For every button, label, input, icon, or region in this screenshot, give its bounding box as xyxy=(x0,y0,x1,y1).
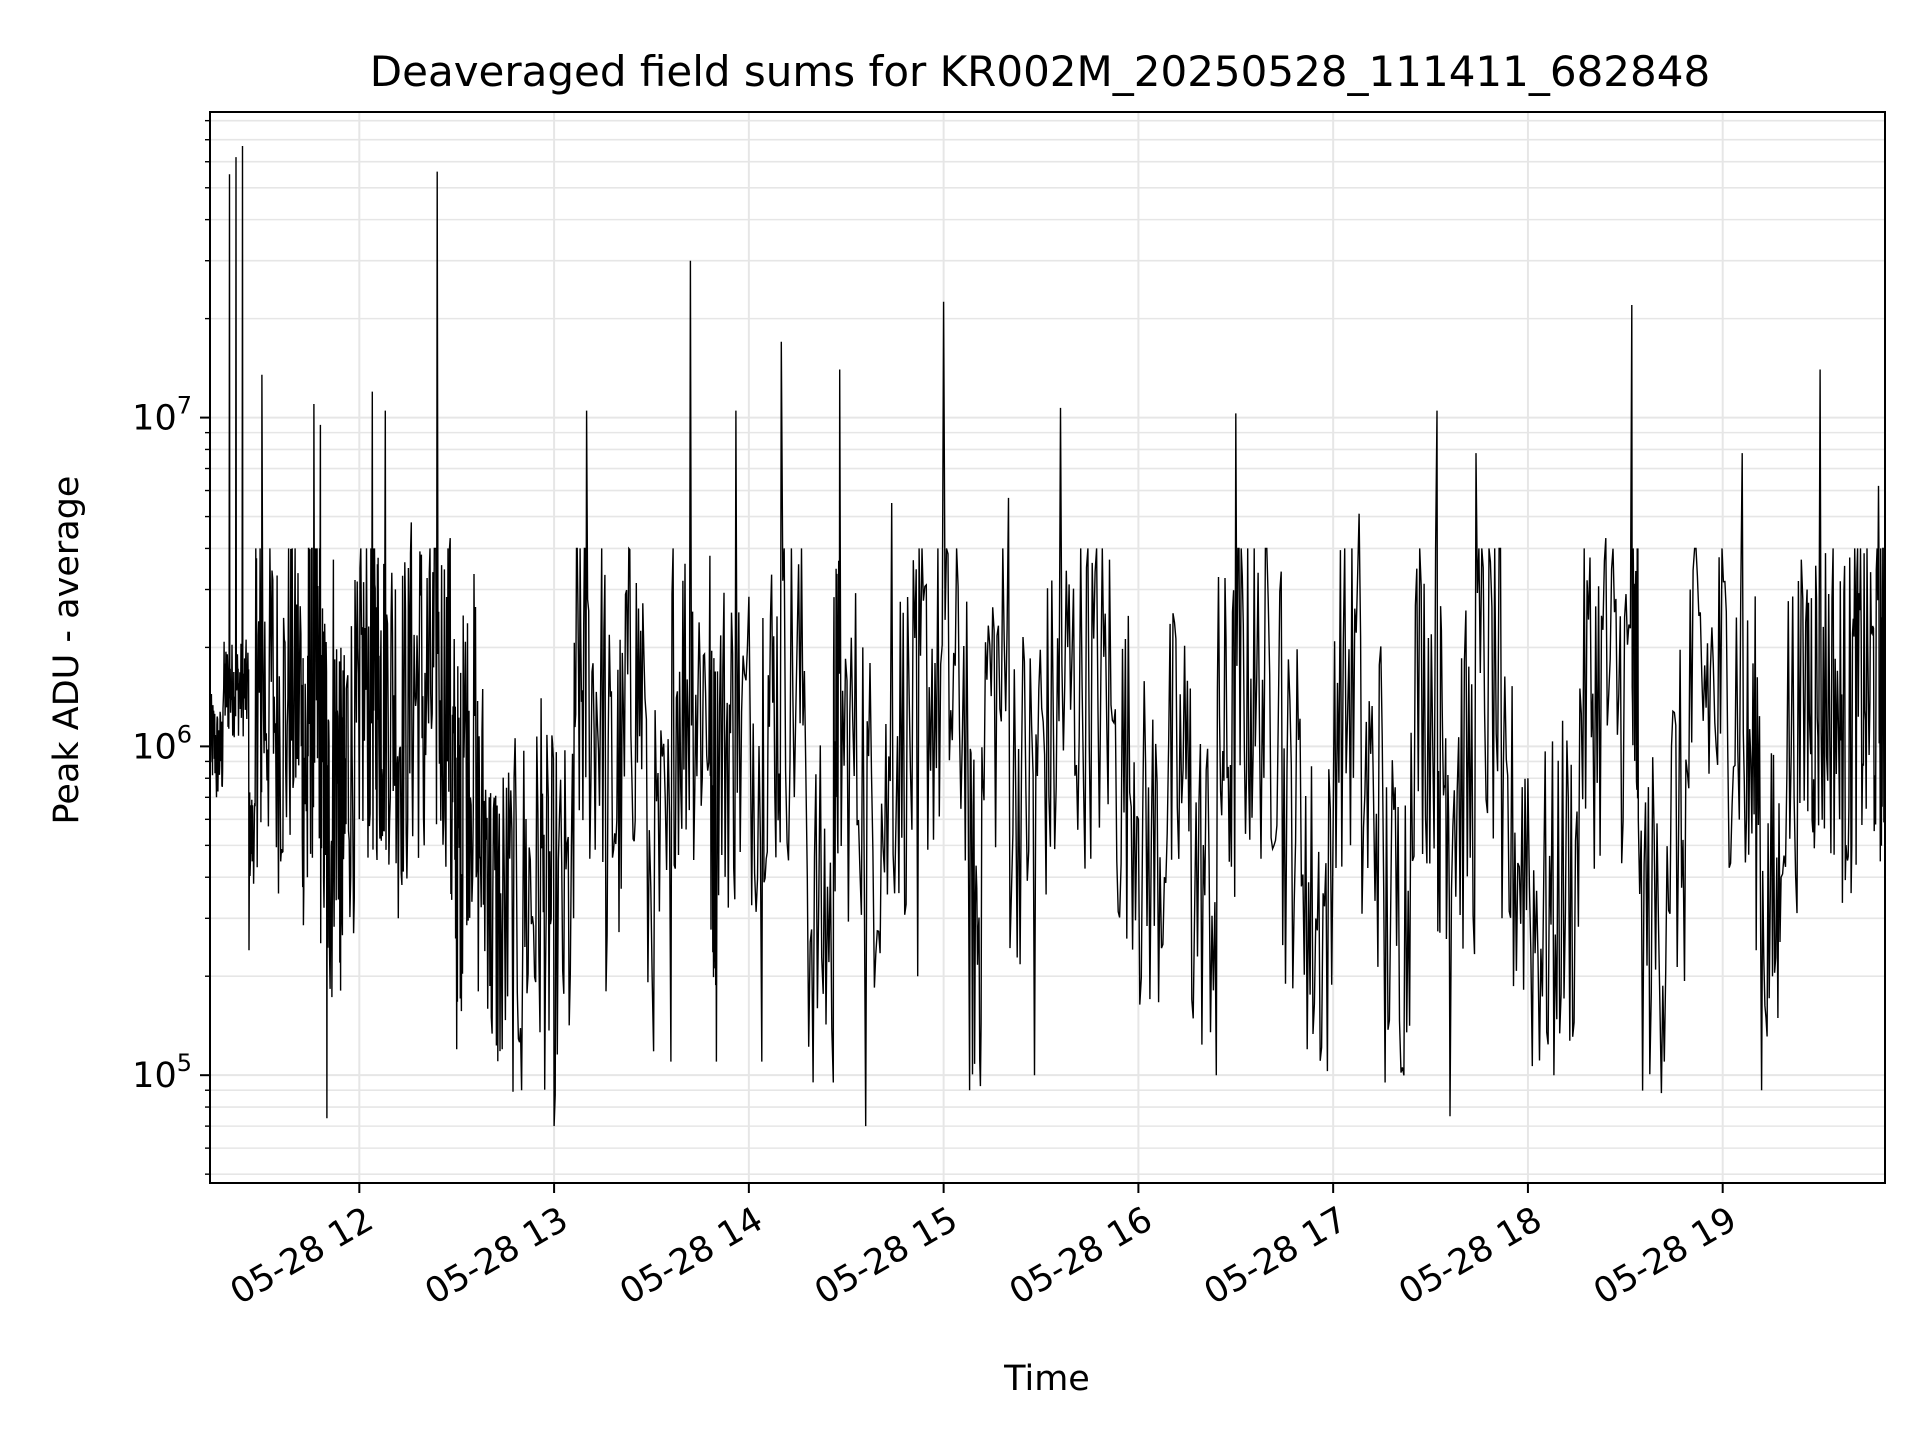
y-axis-label: Peak ADU - average xyxy=(47,476,87,825)
series-line xyxy=(209,145,1886,1127)
y-axis: 105 106 107 xyxy=(132,119,210,1175)
y-tick-label: 107 xyxy=(132,392,192,439)
x-axis-label: Time xyxy=(1003,1359,1090,1399)
y-tick-label: 106 xyxy=(132,720,192,767)
chart-title: Deaveraged field sums for KR002M_2025052… xyxy=(370,47,1710,96)
y-tick-label: 105 xyxy=(132,1049,192,1096)
